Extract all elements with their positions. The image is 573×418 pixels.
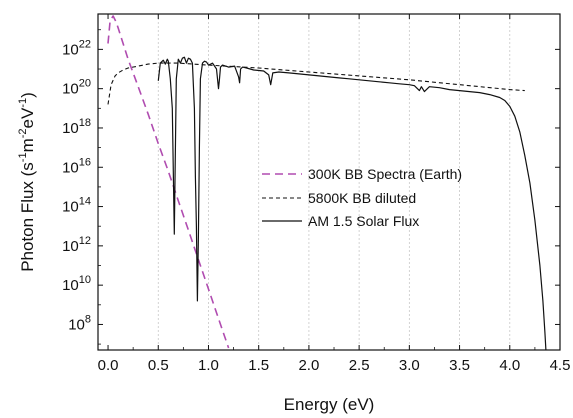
y-tick-label: 1012	[62, 235, 91, 255]
y-tick-label: 1014	[62, 196, 91, 216]
x-tick-label: 0.5	[148, 357, 169, 374]
series-am15-solar-flux	[157, 56, 547, 350]
legend-label-300k: 300K BB Spectra (Earth)	[308, 166, 462, 182]
y-tick-label: 1018	[62, 117, 91, 137]
y-tick-label: 1022	[62, 38, 91, 58]
x-tick-label: 1.5	[248, 357, 269, 374]
x-tick-label: 1.0	[198, 357, 219, 374]
y-axis-title: Photon Flux (s-1m-2eV-1)	[17, 92, 37, 272]
x-tick-label: 3.5	[449, 357, 470, 374]
x-tick-labels: 0.0 0.5 1.0 1.5 2.0 2.5 3.0 3.5 4.0 4.5	[98, 357, 571, 374]
x-tick-label: 2.5	[349, 357, 370, 374]
y-axis-title-tail: )	[18, 92, 37, 98]
legend: 300K BB Spectra (Earth) 5800K BB diluted…	[262, 166, 462, 229]
x-axis-title: Energy (eV)	[284, 395, 375, 414]
y-tick-label: 108	[68, 313, 91, 333]
y-tick-label: 1020	[62, 78, 91, 98]
y-axis-title-m: m	[18, 138, 37, 152]
axis-ticks	[98, 14, 561, 350]
y-axis-title-base: Photon Flux (s	[18, 162, 37, 272]
y-axis-title-sup3: -1	[17, 98, 29, 108]
plot-frame	[97, 13, 561, 351]
x-tick-label: 0.0	[98, 357, 119, 374]
y-tick-label: 1010	[62, 274, 91, 294]
x-tick-label: 4.0	[499, 357, 520, 374]
y-axis-title-sup2: -2	[17, 128, 29, 138]
x-tick-label: 3.0	[399, 357, 420, 374]
x-tick-label: 4.5	[550, 357, 571, 374]
series-layer	[107, 15, 547, 350]
y-axis-title-sup1: -1	[17, 152, 29, 162]
y-tick-label: 1016	[62, 156, 91, 176]
series-300k-bb-earth	[107, 15, 230, 349]
legend-label-am15: AM 1.5 Solar Flux	[308, 213, 419, 229]
y-tick-labels: 108 1010 1012 1014 1016 1018 1020 1022	[62, 38, 91, 333]
x-tick-label: 2.0	[298, 357, 319, 374]
legend-label-5800k: 5800K BB diluted	[308, 190, 416, 206]
vertical-grid-lines	[157, 14, 561, 350]
y-axis-title-ev: eV	[18, 107, 37, 128]
